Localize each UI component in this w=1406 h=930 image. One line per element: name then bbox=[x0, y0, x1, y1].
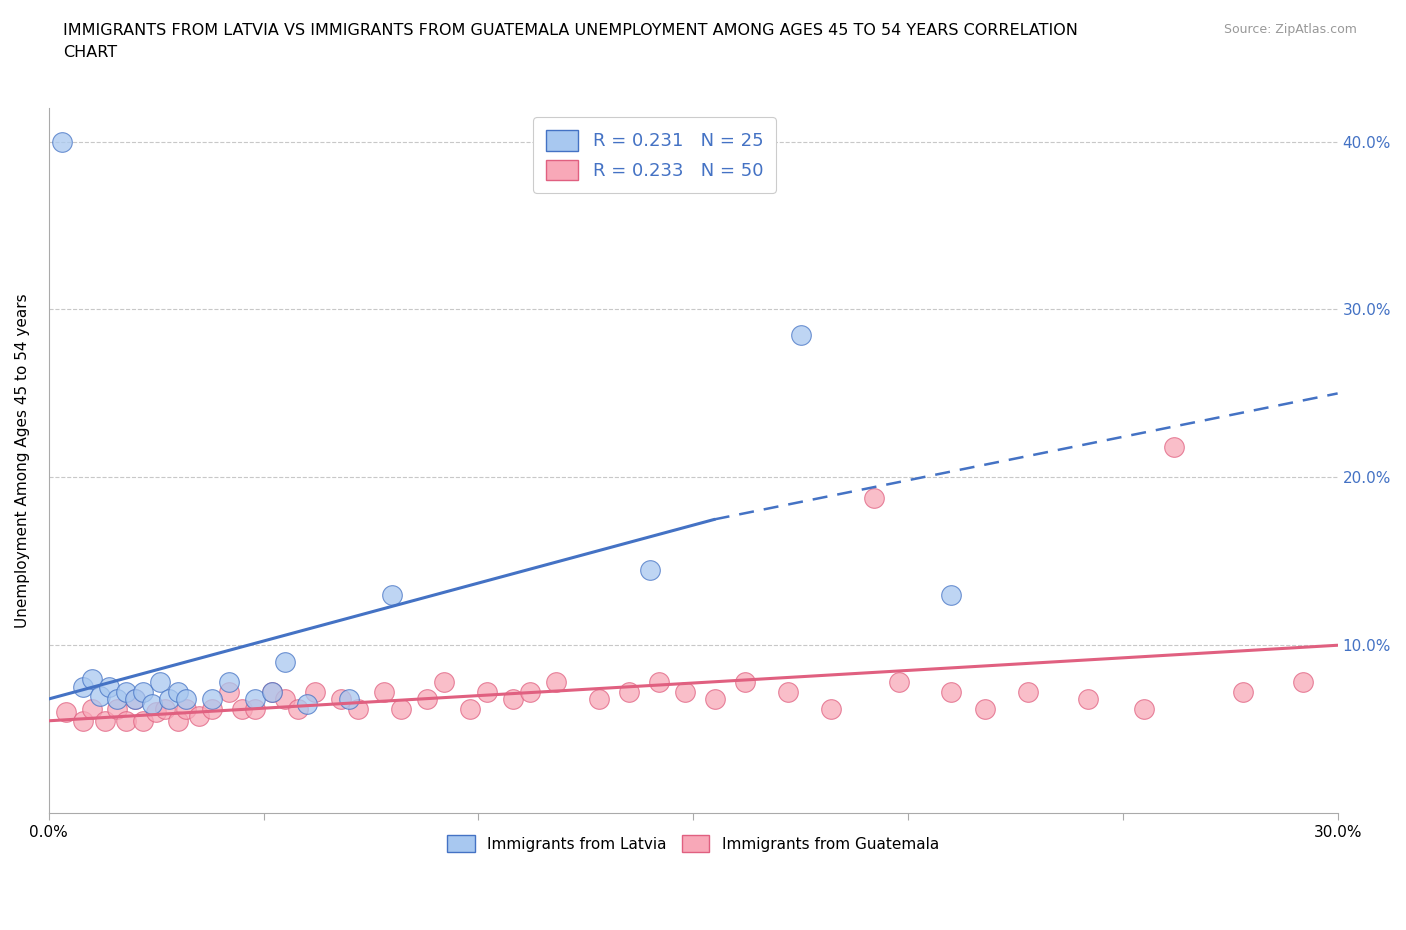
Point bbox=[72, 713, 94, 728]
Point bbox=[939, 588, 962, 603]
Point bbox=[274, 655, 297, 670]
Point bbox=[588, 692, 610, 707]
Point bbox=[1017, 684, 1039, 699]
Point bbox=[502, 692, 524, 707]
Point bbox=[243, 701, 266, 716]
Point bbox=[703, 692, 725, 707]
Point bbox=[124, 692, 146, 707]
Point bbox=[617, 684, 640, 699]
Point bbox=[97, 680, 120, 695]
Point bbox=[789, 327, 811, 342]
Point bbox=[274, 692, 297, 707]
Point bbox=[974, 701, 997, 716]
Point bbox=[373, 684, 395, 699]
Point bbox=[287, 701, 309, 716]
Point bbox=[149, 675, 172, 690]
Point bbox=[231, 701, 253, 716]
Point bbox=[80, 701, 103, 716]
Point bbox=[638, 563, 661, 578]
Point bbox=[544, 675, 567, 690]
Point bbox=[1232, 684, 1254, 699]
Point bbox=[166, 713, 188, 728]
Point bbox=[339, 692, 361, 707]
Point bbox=[218, 675, 240, 690]
Point bbox=[89, 688, 111, 703]
Point bbox=[939, 684, 962, 699]
Point bbox=[381, 588, 404, 603]
Point bbox=[201, 692, 224, 707]
Point bbox=[51, 134, 73, 149]
Point bbox=[115, 684, 138, 699]
Text: Source: ZipAtlas.com: Source: ZipAtlas.com bbox=[1223, 23, 1357, 36]
Point bbox=[107, 692, 129, 707]
Point bbox=[329, 692, 352, 707]
Point bbox=[166, 684, 188, 699]
Point bbox=[93, 713, 115, 728]
Point bbox=[157, 692, 180, 707]
Point bbox=[1292, 675, 1315, 690]
Point bbox=[72, 680, 94, 695]
Point bbox=[776, 684, 799, 699]
Legend: Immigrants from Latvia, Immigrants from Guatemala: Immigrants from Latvia, Immigrants from … bbox=[441, 829, 945, 858]
Point bbox=[262, 684, 284, 699]
Point bbox=[475, 684, 498, 699]
Point bbox=[347, 701, 370, 716]
Point bbox=[132, 684, 155, 699]
Point bbox=[295, 697, 318, 711]
Point bbox=[458, 701, 481, 716]
Point bbox=[416, 692, 439, 707]
Point bbox=[1077, 692, 1099, 707]
Point bbox=[648, 675, 671, 690]
Point bbox=[188, 709, 211, 724]
Point bbox=[673, 684, 696, 699]
Point bbox=[153, 701, 176, 716]
Point bbox=[107, 701, 129, 716]
Y-axis label: Unemployment Among Ages 45 to 54 years: Unemployment Among Ages 45 to 54 years bbox=[15, 293, 30, 628]
Point bbox=[1163, 440, 1185, 455]
Text: IMMIGRANTS FROM LATVIA VS IMMIGRANTS FROM GUATEMALA UNEMPLOYMENT AMONG AGES 45 T: IMMIGRANTS FROM LATVIA VS IMMIGRANTS FRO… bbox=[63, 23, 1078, 60]
Point bbox=[55, 705, 77, 720]
Point bbox=[145, 705, 167, 720]
Point bbox=[115, 713, 138, 728]
Point bbox=[262, 684, 284, 699]
Point bbox=[519, 684, 541, 699]
Point bbox=[124, 692, 146, 707]
Point bbox=[174, 701, 197, 716]
Point bbox=[304, 684, 326, 699]
Point bbox=[132, 713, 155, 728]
Point bbox=[141, 697, 163, 711]
Point bbox=[820, 701, 842, 716]
Point bbox=[201, 701, 224, 716]
Point bbox=[862, 490, 884, 505]
Point bbox=[889, 675, 911, 690]
Point bbox=[389, 701, 412, 716]
Point bbox=[80, 671, 103, 686]
Point bbox=[734, 675, 756, 690]
Point bbox=[1133, 701, 1156, 716]
Point bbox=[243, 692, 266, 707]
Point bbox=[218, 684, 240, 699]
Point bbox=[174, 692, 197, 707]
Point bbox=[433, 675, 456, 690]
